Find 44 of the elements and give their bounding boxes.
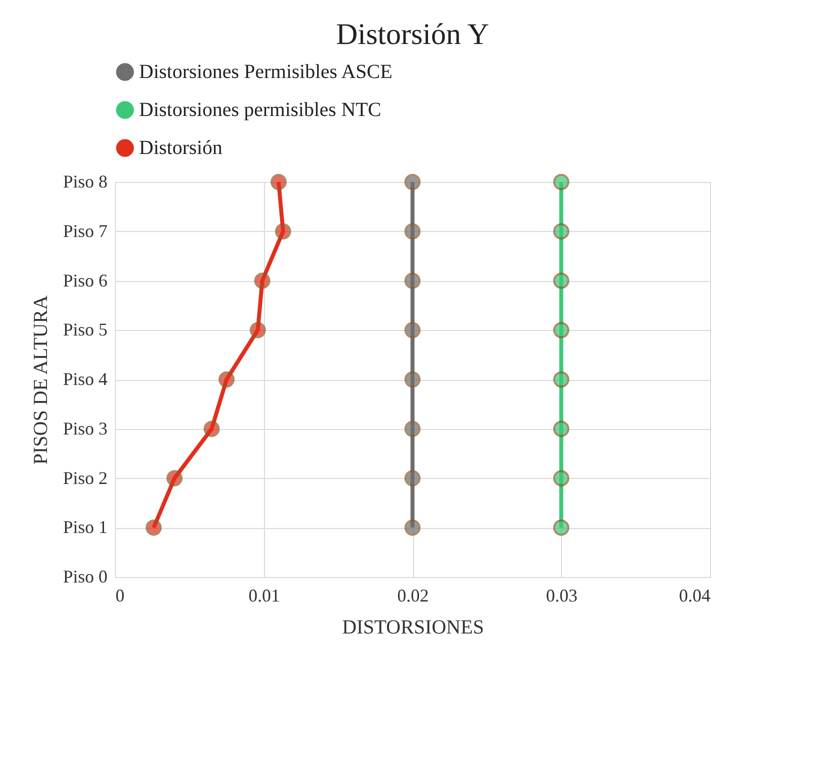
point xyxy=(254,272,270,289)
y-tick-label: Piso 8 xyxy=(62,172,108,192)
x-tick-label: 0 xyxy=(116,586,124,606)
point xyxy=(553,223,570,240)
point xyxy=(553,174,570,190)
point xyxy=(553,371,570,388)
point xyxy=(553,520,570,536)
point xyxy=(218,371,235,388)
x-tick-label: 0.03 xyxy=(546,586,578,606)
y-tick-label: Piso 0 xyxy=(62,566,108,586)
legend-label: Distorsión xyxy=(139,137,222,159)
legend-label: Distorsiones Permisibles ASCE xyxy=(139,61,392,83)
point xyxy=(553,322,570,338)
point xyxy=(404,520,421,536)
x-tick-label: 0.01 xyxy=(248,586,280,606)
point xyxy=(553,470,570,486)
point xyxy=(275,223,292,240)
y-tick-label: Piso 2 xyxy=(62,468,108,488)
y-tick-label: Piso 7 xyxy=(62,220,108,241)
x-tick-label: 0.02 xyxy=(397,586,429,606)
point xyxy=(553,272,570,289)
point xyxy=(404,322,421,338)
point xyxy=(204,420,220,437)
point xyxy=(250,322,266,338)
point xyxy=(270,174,287,190)
point xyxy=(404,470,421,486)
chart-title: Distorsión Y xyxy=(336,18,490,51)
point xyxy=(404,223,421,240)
y-axis-title: PISOS DE ALTURA xyxy=(30,294,52,465)
point xyxy=(404,420,421,437)
y-tick-label: Piso 1 xyxy=(62,517,108,538)
point xyxy=(404,174,421,190)
point xyxy=(553,420,570,437)
point xyxy=(404,371,421,388)
legend-label: Distorsiones permisibles NTC xyxy=(139,99,382,121)
y-tick-label: Piso 6 xyxy=(62,270,108,290)
x-tick-label: 0.04 xyxy=(679,586,710,606)
x-axis-title: DISTORSIONES xyxy=(342,616,484,638)
point xyxy=(146,520,162,536)
point xyxy=(404,272,421,289)
point xyxy=(166,470,183,486)
y-tick-label: Piso 4 xyxy=(62,369,108,389)
y-tick-label: Piso 3 xyxy=(62,418,108,438)
y-tick-label: Piso 5 xyxy=(62,320,108,340)
